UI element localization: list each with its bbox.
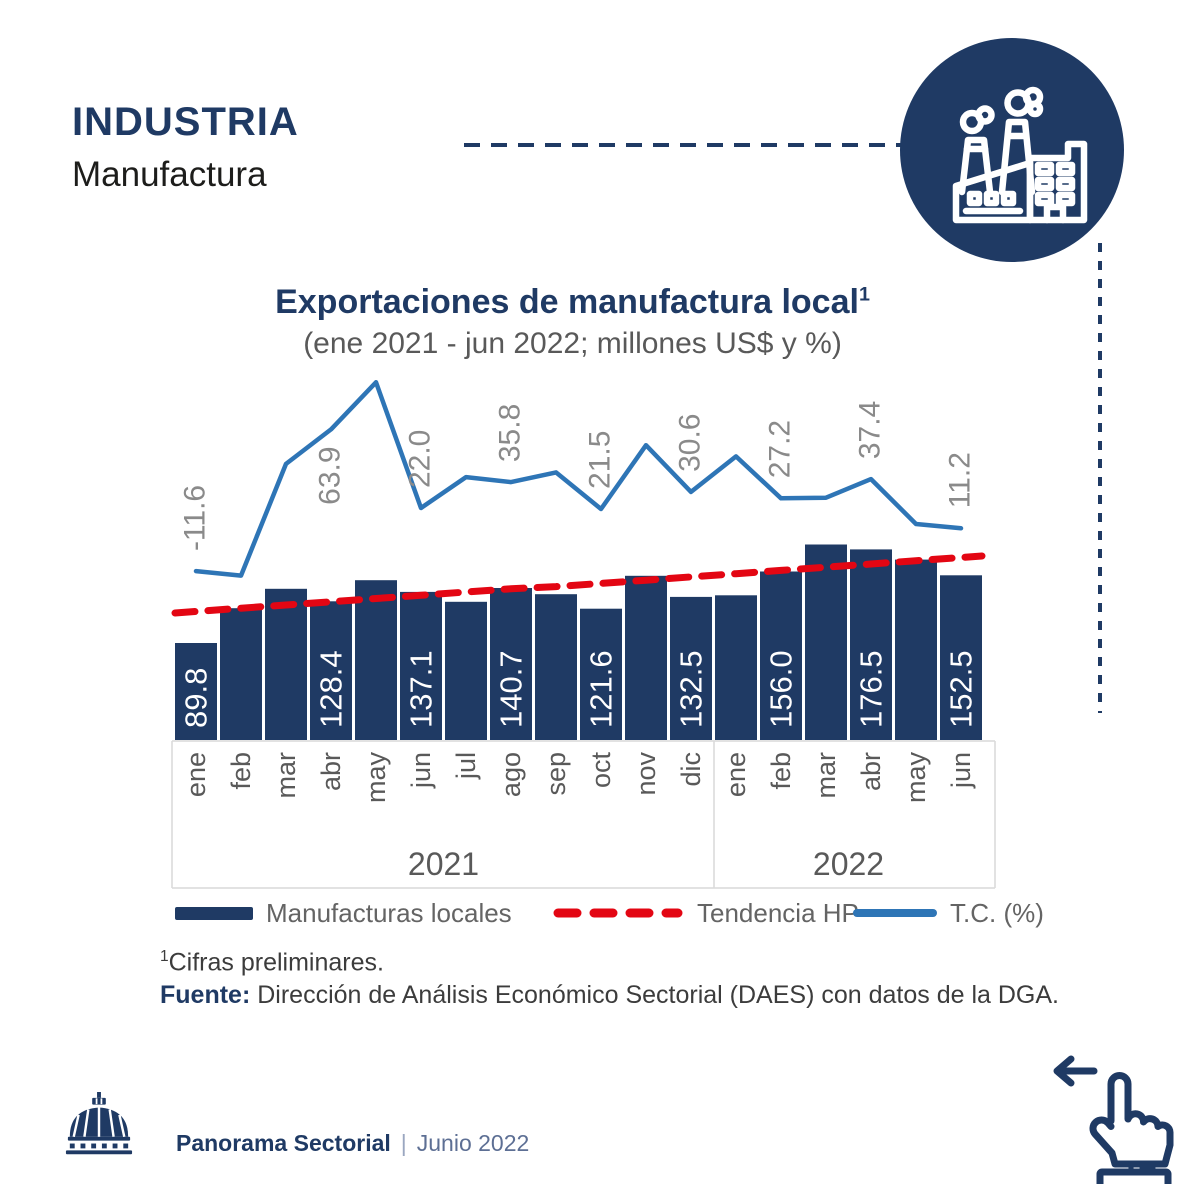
month-tick: jun <box>946 752 976 789</box>
bar-feb-2021 <box>220 608 262 740</box>
chart-title: Exportaciones de manufactura local1 <box>165 283 980 322</box>
tc-value-label: 11.2 <box>944 452 977 508</box>
bar-value-label: 140.7 <box>494 650 529 728</box>
month-tick: jul <box>451 752 481 780</box>
footnote-text: Cifras preliminares. <box>168 948 384 977</box>
month-tick: oct <box>586 752 616 789</box>
tc-value-label: 21.5 <box>584 431 617 489</box>
vertical-dashed-connector <box>1098 243 1102 713</box>
bar-mar-2021 <box>265 588 307 740</box>
bar-may-2022 <box>895 559 937 740</box>
chart-subtitle: (ene 2021 - jun 2022; millones US$ y %) <box>303 327 842 360</box>
bar-value-label: 128.4 <box>314 650 349 728</box>
bar-sep-2021 <box>535 594 577 740</box>
tc-value-label: 22.0 <box>404 430 437 488</box>
tc-value-label: -11.6 <box>179 485 212 551</box>
footer-issue: Junio 2022 <box>416 1130 530 1156</box>
month-tick: nov <box>631 752 661 796</box>
bar-jun-2022 <box>940 575 982 740</box>
exports-combo-chart: 89.8 128.4 137.1 140.7 121.6 132.5 156.0 176.5 1… <box>171 380 996 889</box>
footnote-preliminary: 1Cifras preliminares. <box>160 940 1059 979</box>
page-subtitle: Manufactura <box>72 155 267 194</box>
month-tick: dic <box>676 752 706 787</box>
tc-value-label: 27.2 <box>764 420 797 478</box>
year-label: 2022 <box>813 846 884 882</box>
legend-label: Manufacturas locales <box>266 897 512 928</box>
legend-label: Tendencia HP <box>697 897 859 928</box>
legend-item-tendencia-hp: Tendencia HP <box>552 897 859 929</box>
month-tick: feb <box>766 752 796 790</box>
source-label: Fuente: <box>160 981 251 1010</box>
bar-nov-2021 <box>625 575 667 740</box>
page-title: INDUSTRIA <box>72 100 299 144</box>
bar-jun-2021 <box>400 591 442 740</box>
bar-ene-2021 <box>175 643 217 740</box>
tc-value-label: 37.4 <box>854 401 887 459</box>
hero-circle <box>900 38 1124 262</box>
bar-may-2021 <box>355 580 397 740</box>
month-tick: mar <box>271 752 301 799</box>
month-tick: may <box>361 752 391 804</box>
year-label: 2021 <box>408 846 479 882</box>
bar-value-label: 152.5 <box>944 650 979 728</box>
footnotes: 1Cifras preliminares. Fuente: Dirección … <box>160 940 1059 1012</box>
footer-separator: | <box>400 1130 407 1156</box>
bar-value-label: 176.5 <box>854 650 889 728</box>
bar-abr-2021 <box>310 601 352 740</box>
month-tick: may <box>901 752 931 804</box>
bar-ene-2022 <box>715 595 757 740</box>
bar-value-label: 156.0 <box>764 650 799 728</box>
month-tick: abr <box>316 752 346 791</box>
bar-swatch <box>175 906 253 920</box>
footnote-source: Fuente: Dirección de Análisis Económico … <box>160 979 1059 1012</box>
month-tick: ago <box>496 752 526 797</box>
month-tick: ene <box>721 752 751 797</box>
bar-abr-2022 <box>850 549 892 740</box>
month-tick: jun <box>406 752 436 789</box>
bar-mar-2022 <box>805 544 847 740</box>
swipe-left-icon <box>1053 1055 1174 1184</box>
bar-value-label: 137.1 <box>404 650 439 728</box>
bar-value-label: 121.6 <box>584 650 619 728</box>
tc-value-label: 30.6 <box>674 414 707 472</box>
month-tick: abr <box>856 752 886 791</box>
chart-legend: Manufacturas locales Tendencia HP T.C. (… <box>175 897 1044 929</box>
month-tick: feb <box>226 752 256 790</box>
footer-brand: Panorama Sectorial <box>176 1130 391 1156</box>
dashed-line-swatch <box>553 908 683 918</box>
bar-jul-2021 <box>445 601 487 740</box>
line-swatch <box>853 909 937 917</box>
month-tick: mar <box>811 752 841 799</box>
legend-item-manufacturas-locales: Manufacturas locales <box>175 897 512 929</box>
horizontal-dashed-connector <box>464 143 904 147</box>
bar-feb-2022 <box>760 571 802 740</box>
tc-line <box>193 380 964 578</box>
bar-value-label: 132.5 <box>674 650 709 728</box>
bar-ago-2021 <box>490 588 532 740</box>
bar-value-label: 89.8 <box>179 668 214 728</box>
month-tick: sep <box>541 752 571 796</box>
month-tick: ene <box>181 752 211 797</box>
legend-item-tc: T.C. (%) <box>853 897 1044 929</box>
factory-icon <box>952 86 1088 224</box>
tc-value-label: 63.9 <box>314 446 347 504</box>
chart-title-block: Exportaciones de manufactura local1 (ene… <box>165 283 980 361</box>
page-header: INDUSTRIA Manufactura <box>72 100 299 195</box>
legend-label: T.C. (%) <box>950 897 1044 928</box>
footer-brand-row: Panorama Sectorial | Junio 2022 <box>176 1130 529 1157</box>
chart-title-footnote-mark: 1 <box>858 283 870 306</box>
tc-value-label: 35.8 <box>494 404 527 462</box>
bar-oct-2021 <box>580 608 622 740</box>
chart-title-text: Exportaciones de manufactura local <box>275 283 859 321</box>
source-text: Dirección de Análisis Económico Sectoria… <box>257 981 1059 1010</box>
footnote-mark: 1 <box>160 948 169 965</box>
government-dome-logo <box>65 1092 133 1155</box>
bar-dic-2021 <box>670 596 712 740</box>
hp-trend-line <box>171 552 986 617</box>
